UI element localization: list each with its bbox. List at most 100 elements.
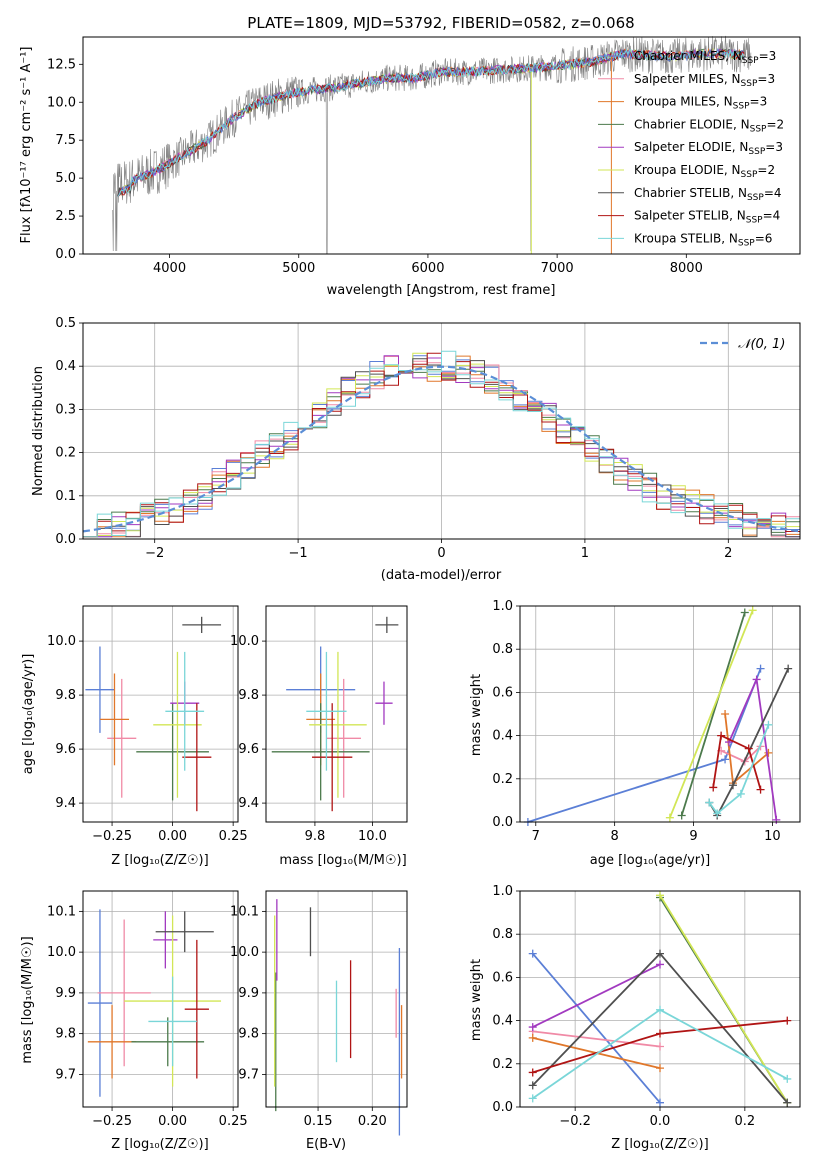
spectrum-xlabel: wavelength [Angstrom, rest frame] bbox=[327, 283, 556, 298]
weight-Z-point-marker bbox=[656, 1064, 664, 1073]
age-Z-xlabel: Z [log₁₀(Z/Z☉)] bbox=[111, 853, 208, 868]
weight-age-point-marker bbox=[677, 811, 686, 820]
spectrum-ytick-label: 12.5 bbox=[47, 57, 76, 72]
weight-Z-ytick-label: 0.2 bbox=[492, 1057, 513, 1072]
spectrum-ytick-label: 5.0 bbox=[55, 171, 76, 186]
spectrum-ytick-label: 2.5 bbox=[55, 209, 76, 224]
legend-entry: Kroupa STELIB, NSSP=6 bbox=[634, 231, 772, 248]
weight-Z-axes bbox=[519, 890, 801, 1108]
residual-ytick-label: 0.0 bbox=[55, 532, 76, 547]
weight-age-point-marker bbox=[665, 813, 674, 822]
mass-ebv-ytick-label: 10.0 bbox=[230, 945, 259, 960]
weight-age-point-marker bbox=[744, 744, 753, 753]
mass-Z-xtick-label: 0.25 bbox=[219, 1114, 248, 1129]
residual-ylabel: Normed distribution bbox=[31, 366, 46, 496]
weight-age-point-marker bbox=[713, 809, 722, 818]
weight-age-series-line bbox=[680, 612, 746, 816]
age-mass-ytick-label: 10.0 bbox=[230, 634, 259, 649]
spectrum-legend: Chabrier MILES, NSSP=3 Salpeter MILES, NS… bbox=[598, 49, 784, 248]
weight-age-point-marker bbox=[752, 675, 761, 684]
weight-age-xlabel: age [log₁₀(age/yr)] bbox=[590, 853, 711, 868]
weight-Z-ylabel: mass weight bbox=[469, 959, 484, 1041]
age-Z-axes bbox=[82, 605, 239, 823]
spectrum-curves bbox=[112, 35, 752, 255]
residual-xlabel: (data-model)/error bbox=[381, 568, 502, 583]
age-Z-ytick-label: 9.8 bbox=[55, 688, 76, 703]
weight-age-point-marker bbox=[756, 785, 765, 794]
residual-ytick-label: 0.3 bbox=[55, 402, 76, 417]
spectrum-title: PLATE=1809, MJD=53792, FIBERID=0582, z=0… bbox=[247, 14, 634, 32]
spectrum-ytick-label: 0.0 bbox=[55, 247, 76, 262]
weight-age-xtick-label: 8 bbox=[611, 829, 619, 844]
weight-Z-ytick-label: 0.6 bbox=[492, 970, 513, 985]
residual-xtick-label: −2 bbox=[145, 546, 164, 561]
legend-entry: Salpeter STELIB, NSSP=4 bbox=[634, 209, 780, 226]
age-Z-xtick-label: −0.25 bbox=[92, 829, 132, 844]
weight-age-xtick-label: 7 bbox=[532, 829, 540, 844]
spectrum-xtick-label: 4000 bbox=[153, 261, 186, 276]
age-Z-xtick-label: 0.00 bbox=[158, 829, 187, 844]
mass-vs-ebv-panel: 0.15 0.20 9.7 9.8 9.9 10.0 10.1 bbox=[230, 890, 408, 1136]
age-mass-ytick-label: 9.8 bbox=[238, 688, 259, 703]
weight-Z-xlabel: Z [log₁₀(Z/Z☉)] bbox=[611, 1137, 708, 1152]
weight-Z-ytick-label: 0.0 bbox=[492, 1100, 513, 1115]
mass-Z-ylabel: mass [log₁₀(M/M☉)] bbox=[20, 936, 35, 1063]
weight-age-point-marker bbox=[717, 731, 726, 740]
age-mass-xtick-label: 9.8 bbox=[305, 829, 326, 844]
weight-age-point-marker bbox=[784, 664, 793, 673]
weight-Z-point-marker bbox=[528, 949, 537, 958]
mass-vs-metallicity-panel: −0.25 0.00 0.25 9.7 9.8 9.9 10.0 10.1 bbox=[47, 890, 248, 1129]
mass-Z-xtick-label: 0.00 bbox=[158, 1114, 187, 1129]
weight-age-xtick-label: 10 bbox=[764, 829, 781, 844]
normal-legend-label: 𝒩(0, 1) bbox=[738, 337, 785, 352]
weight-Z-point-marker bbox=[528, 1033, 537, 1042]
spectrum-ylabel: Flux [fλ10⁻¹⁷ erg cm⁻² s⁻¹ A⁻¹] bbox=[19, 47, 34, 244]
age-mass-ytick-label: 9.4 bbox=[238, 796, 259, 811]
weight-Z-point-marker bbox=[783, 1074, 792, 1083]
residual-ytick-label: 0.5 bbox=[55, 316, 76, 331]
spectrum-axes bbox=[82, 36, 801, 255]
age-mass-ytick-label: 9.6 bbox=[238, 742, 259, 757]
weight-age-axes bbox=[519, 605, 801, 823]
weight-age-point-marker bbox=[728, 781, 737, 790]
weight-Z-xtick-label: 0.2 bbox=[735, 1114, 756, 1129]
weight-Z-point-marker bbox=[783, 1098, 792, 1107]
weight-age-series-line bbox=[669, 609, 754, 819]
age-Z-ytick-label: 9.6 bbox=[55, 742, 76, 757]
residual-xtick-label: 2 bbox=[724, 546, 732, 561]
residual-xtick-label: 0 bbox=[437, 546, 445, 561]
mass-ebv-xtick-label: 0.15 bbox=[304, 1114, 333, 1129]
weight-Z-series-line bbox=[532, 1030, 661, 1048]
age-Z-ylabel: age [log₁₀(age/yr)] bbox=[21, 654, 36, 775]
legend-entry: Salpeter MILES, NSSP=3 bbox=[634, 72, 775, 89]
spectrum-ytick-label: 10.0 bbox=[47, 95, 76, 110]
mass-Z-axes bbox=[82, 890, 239, 1108]
histogram-step bbox=[82, 350, 800, 539]
age-vs-mass-panel: 9.8 10.0 9.4 9.6 9.8 10.0 bbox=[230, 605, 408, 844]
weight-age-ytick-label: 0.8 bbox=[492, 642, 513, 657]
mass-Z-ytick-label: 10.0 bbox=[47, 945, 76, 960]
normal-curve bbox=[82, 365, 801, 533]
spectrum-xtick-label: 7000 bbox=[541, 261, 574, 276]
weight-age-point-marker bbox=[721, 710, 730, 718]
age-mass-axes bbox=[265, 605, 408, 823]
residual-histograms bbox=[82, 350, 800, 539]
spectrum-xtick-label: 6000 bbox=[411, 261, 444, 276]
mass-Z-xlabel: Z [log₁₀(Z/Z☉)] bbox=[111, 1137, 208, 1152]
mass-Z-xtick-label: −0.25 bbox=[92, 1114, 132, 1129]
residual-panel: −2 −1 0 1 2 0.0 0.1 0.2 0.3 0.4 0.5 (data-model)/e… bbox=[31, 316, 801, 583]
weight-Z-xtick-label: 0.0 bbox=[650, 1114, 671, 1129]
weight-age-ytick-label: 0.2 bbox=[492, 772, 513, 787]
mass-ebv-ytick-label: 9.9 bbox=[238, 986, 259, 1001]
weight-Z-ytick-label: 0.8 bbox=[492, 927, 513, 942]
residual-xtick-label: −1 bbox=[289, 546, 308, 561]
weight-age-ytick-label: 0.6 bbox=[492, 685, 513, 700]
mass-ebv-ytick-label: 9.8 bbox=[238, 1027, 259, 1042]
weight-Z-xtick-label: −0.2 bbox=[559, 1114, 591, 1129]
weight-Z-ytick-label: 0.4 bbox=[492, 1014, 513, 1029]
weight-age-point-marker bbox=[756, 664, 765, 673]
legend-entry: Chabrier ELODIE, NSSP=2 bbox=[634, 117, 784, 134]
weight-age-series-line bbox=[708, 724, 770, 815]
age-Z-xtick-label: 0.25 bbox=[219, 829, 248, 844]
weight-Z-point-marker bbox=[656, 1098, 664, 1107]
